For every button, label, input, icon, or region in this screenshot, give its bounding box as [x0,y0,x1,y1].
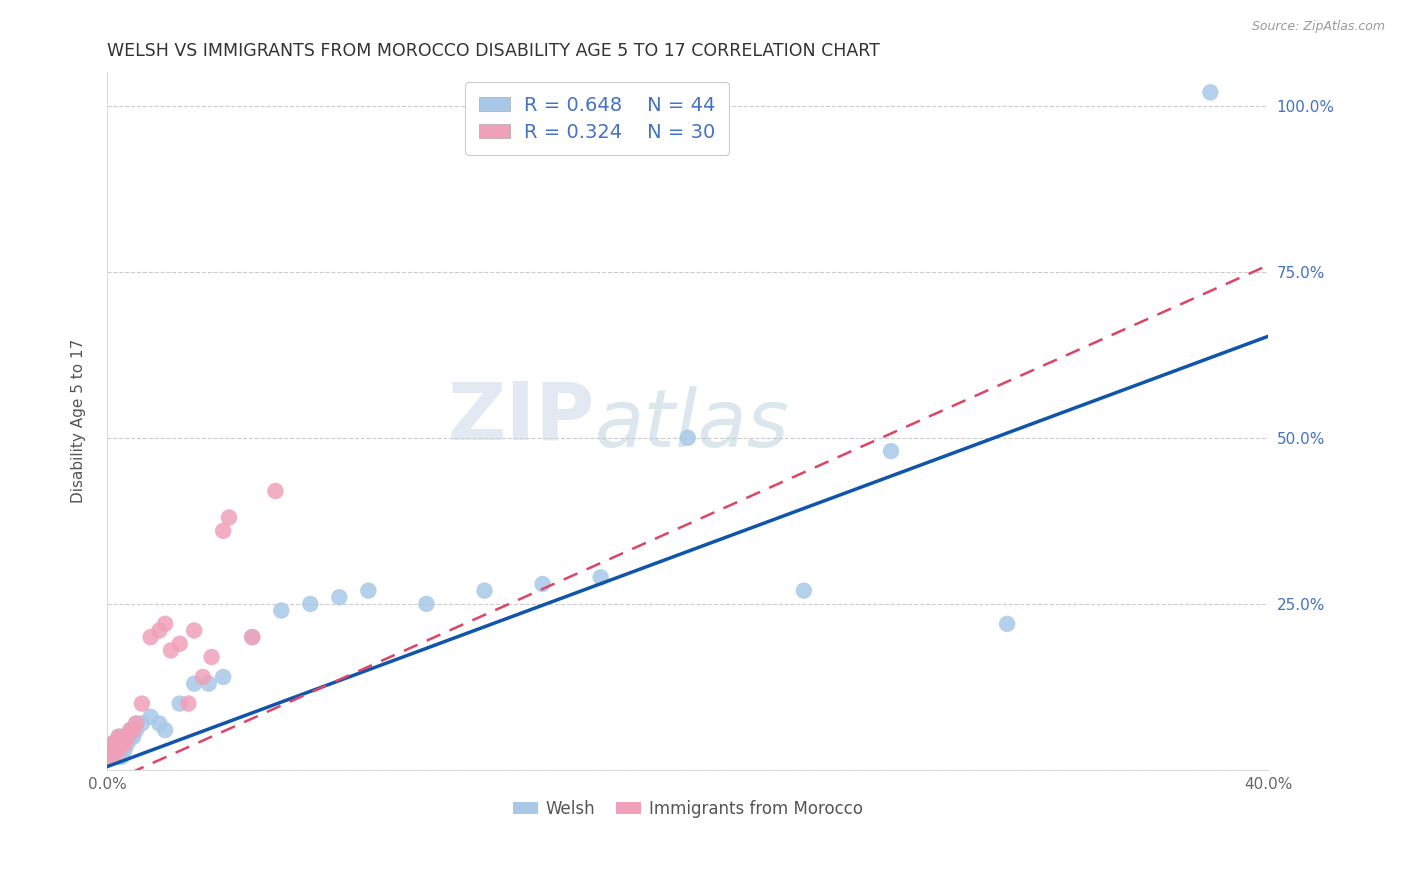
Text: WELSH VS IMMIGRANTS FROM MOROCCO DISABILITY AGE 5 TO 17 CORRELATION CHART: WELSH VS IMMIGRANTS FROM MOROCCO DISABIL… [107,42,880,60]
Point [793,583,815,598]
Point [153,616,176,631]
Point [183,676,205,690]
Point [131,697,153,711]
Point [676,431,699,445]
Point [98,743,121,757]
Point [183,624,205,638]
Point [122,723,145,738]
Point [177,697,200,711]
Point [474,583,496,598]
Text: ZIP: ZIP [447,379,595,457]
Point [169,697,191,711]
Point [357,583,380,598]
Point [139,710,162,724]
Point [114,730,136,744]
Point [1199,86,1222,100]
Point [107,749,129,764]
Point [299,597,322,611]
Point [120,723,142,738]
Point [107,743,129,757]
Point [104,743,127,757]
Point [415,597,437,611]
Point [101,749,124,764]
Point [148,716,170,731]
Point [240,630,263,644]
Point [107,730,129,744]
Point [120,730,142,744]
Point [104,736,127,750]
Point [101,743,124,757]
Point [120,723,142,738]
Point [139,630,162,644]
Point [114,736,136,750]
Point [995,616,1018,631]
Point [200,650,222,665]
Point [122,730,145,744]
Point [131,716,153,731]
Point [212,524,235,538]
Point [117,730,139,744]
Point [107,730,129,744]
Point [197,676,219,690]
Point [212,670,235,684]
Point [531,577,554,591]
Point [264,483,287,498]
Point [125,716,148,731]
Point [110,749,132,764]
Point [169,637,191,651]
Point [110,736,132,750]
Point [101,743,124,757]
Point [218,510,240,524]
Y-axis label: Disability Age 5 to 17: Disability Age 5 to 17 [72,339,86,503]
Point [104,736,127,750]
Point [110,743,132,757]
Point [107,743,129,757]
Point [240,630,263,644]
Point [160,643,183,657]
Point [98,749,121,764]
Point [110,730,132,744]
Point [589,570,612,584]
Point [104,749,127,764]
Point [98,749,121,764]
Point [125,716,148,731]
Point [328,591,350,605]
Point [101,736,124,750]
Point [191,670,214,684]
Legend: Welsh, Immigrants from Morocco: Welsh, Immigrants from Morocco [506,793,869,824]
Point [880,444,903,458]
Point [110,736,132,750]
Text: atlas: atlas [595,385,790,464]
Point [117,736,139,750]
Text: Source: ZipAtlas.com: Source: ZipAtlas.com [1251,20,1385,33]
Point [101,736,124,750]
Point [148,624,170,638]
Point [125,723,148,738]
Point [114,743,136,757]
Point [101,749,124,764]
Point [153,723,176,738]
Point [270,603,292,617]
Point [98,743,121,757]
Point [104,743,127,757]
